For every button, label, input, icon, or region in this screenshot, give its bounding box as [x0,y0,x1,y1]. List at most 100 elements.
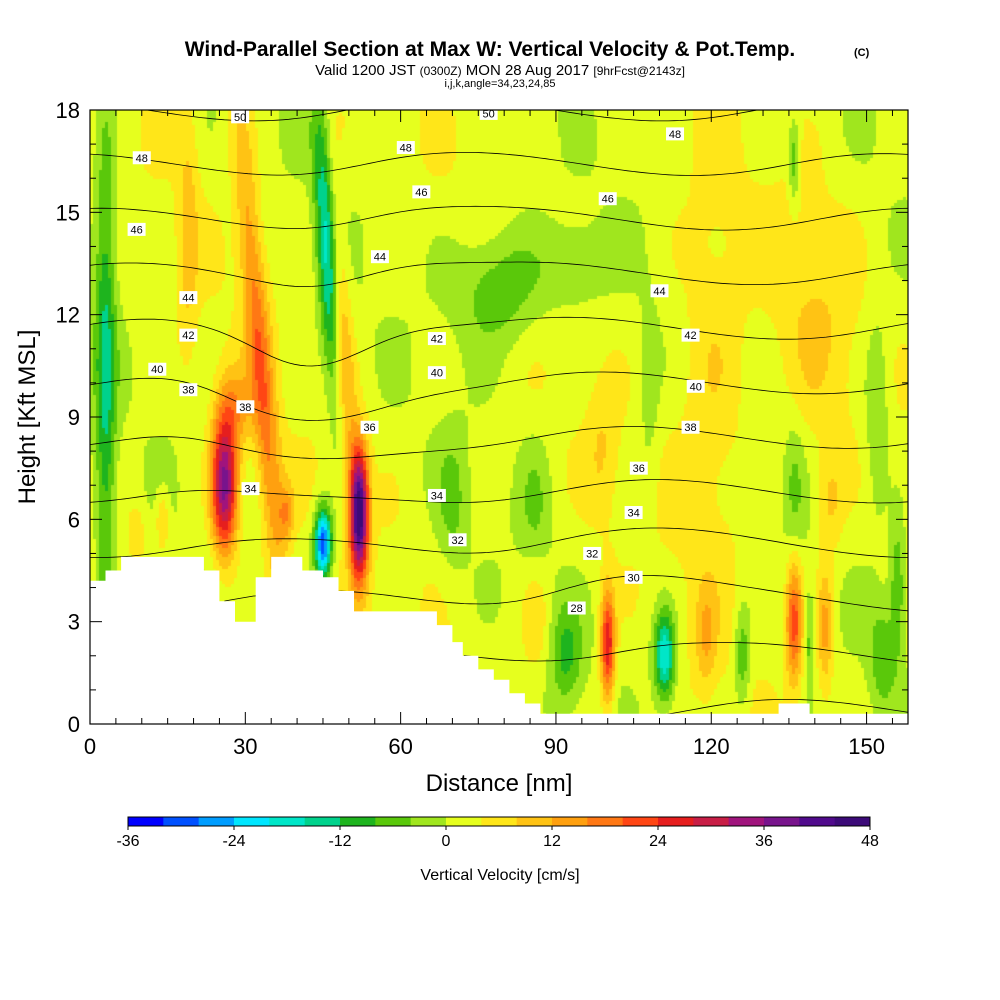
svg-text:34: 34 [244,484,256,496]
colorbar-swatch-18 [764,817,800,826]
subtitle-valid: Valid 1200 JST [315,62,415,79]
colorbar-swatch-6 [340,817,376,826]
theta-label-38-0: 38 [179,383,198,397]
theta-label-40-1: 40 [427,366,446,380]
theta-label-34-1: 34 [427,488,446,502]
colorbar-swatches [128,817,871,826]
colorbar-swatch-0 [128,817,164,826]
svg-text:36: 36 [633,463,645,475]
colorbar-swatch-11 [516,817,553,826]
theta-label-40-0: 40 [148,362,167,376]
svg-text:48: 48 [400,143,412,155]
x-tick-label-0: 0 [84,734,96,759]
colorbar-ticks: -36 -24 -12 0 12 24 36 48 [116,826,879,850]
svg-text:36: 36 [363,422,375,434]
colorbar-swatch-9 [446,817,482,826]
subtitle-date: MON 28 Aug 2017 [466,62,589,79]
svg-text:38: 38 [182,385,194,397]
theta-label-34-0: 34 [241,482,260,496]
terrain-mask [90,556,908,724]
svg-text:44: 44 [653,286,665,298]
colorbar-swatch-15 [658,817,694,826]
y-tick-label-3: 3 [68,610,80,635]
colorbar-swatch-20 [834,817,871,826]
theta-label-46-1: 46 [412,185,431,199]
colorbar-swatch-12 [552,817,588,826]
colorbar-swatch-3 [234,817,270,826]
theta-label-50-0: 50 [231,110,250,124]
colorbar-tick-36: 36 [755,833,773,850]
title-block: Wind-Parallel Section at Max W: Vertical… [185,38,870,90]
colorbar-frame [127,816,871,827]
theta-label-28-0: 28 [567,601,586,615]
x-tick-label-120: 120 [693,734,730,759]
svg-text:40: 40 [431,368,443,380]
theta-label-30-0: 30 [624,570,643,584]
x-axis: 0 30 60 90 120 150 [84,110,893,759]
svg-text:48: 48 [669,129,681,141]
svg-text:50: 50 [234,112,246,124]
colorbar-swatch-17 [728,817,765,826]
theta-label-50-1: 50 [479,106,498,120]
theta-label-44-2: 44 [650,284,669,298]
subtitle-utc: (0300Z) [420,64,462,78]
x-tick-label-30: 30 [233,734,257,759]
svg-text:42: 42 [431,334,443,346]
theta-label-42-0: 42 [179,328,198,342]
chart-params: i,j,k,angle=34,23,24,85 [444,78,555,90]
colorbar-swatch-2 [198,817,235,826]
colorbar-tick-12: 12 [543,833,561,850]
theta-label-42-2: 42 [681,328,700,342]
colorbar-swatch-16 [693,817,730,826]
theta-contour-38 [90,426,908,460]
colorbar-swatch-7 [375,817,412,826]
colorbar-tick--12: -12 [328,833,351,850]
svg-text:40: 40 [690,381,702,393]
colorbar-swatch-14 [622,817,659,826]
theta-label-32-0: 32 [448,533,467,547]
theta-label-34-2: 34 [624,506,643,520]
colorbar-swatch-10 [481,817,518,826]
theta-label-44-1: 44 [370,250,389,264]
colorbar: -36 -24 -12 0 12 24 36 48 Vertical Velocity [cm… [116,816,879,884]
theta-contour-48 [90,151,908,176]
theta-contour-42 [90,316,908,367]
theta-label-46-2: 46 [598,192,617,206]
theta-contour-50 [144,110,760,122]
theta-label-38-2: 38 [681,420,700,434]
svg-text:44: 44 [374,252,386,264]
theta-contour-36 [90,479,908,504]
chart-subtitle: Valid 1200 JST (0300Z) MON 28 Aug 2017 [… [315,62,685,79]
y-tick-label-6: 6 [68,507,80,532]
theta-contour-32 [224,575,908,612]
svg-text:46: 46 [130,224,142,236]
colorbar-tick--36: -36 [116,833,139,850]
theta-contour-44 [90,261,908,288]
colorbar-swatch-5 [304,817,341,826]
svg-text:32: 32 [451,535,463,547]
theta-label-40-2: 40 [686,379,705,393]
y-tick-label-15: 15 [56,200,80,225]
theta-label-36-0: 36 [360,420,379,434]
theta-contour-30 [463,642,908,663]
colorbar-tick-0: 0 [442,833,451,850]
chart-title-mark: (C) [854,47,870,59]
chart-title: Wind-Parallel Section at Max W: Vertical… [185,38,796,61]
theta-label-46-0: 46 [127,222,146,236]
svg-text:34: 34 [431,490,443,502]
svg-text:34: 34 [627,508,639,520]
theta-contour-46 [90,205,908,231]
colorbar-tick-24: 24 [649,833,667,850]
y-axis-label: Height [Kft MSL] [14,330,41,505]
subtitle-forecast: [9hrFcst@2143z] [593,64,685,78]
svg-text:32: 32 [586,548,598,560]
svg-text:48: 48 [136,153,148,165]
colorbar-swatch-13 [587,817,624,826]
theta-label-44-0: 44 [179,291,198,305]
theta-label-48-0: 48 [132,151,151,165]
x-tick-label-150: 150 [848,734,885,759]
colorbar-swatch-8 [410,817,447,826]
